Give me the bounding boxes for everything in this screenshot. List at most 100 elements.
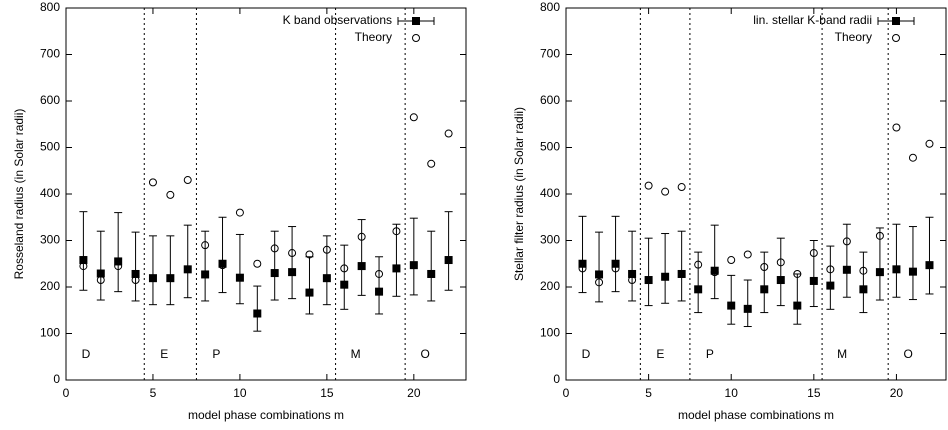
y-tick-label: 500 — [540, 140, 560, 154]
x-axis-label: model phase combinations m — [678, 408, 834, 422]
theory-marker — [727, 256, 736, 265]
region-label: O — [904, 347, 913, 361]
legend-marker — [412, 17, 420, 25]
observation-marker — [201, 270, 210, 279]
observation-marker — [148, 274, 157, 283]
observation-marker — [727, 301, 736, 310]
observation-marker — [677, 269, 686, 278]
theory-marker — [322, 245, 331, 254]
observation-marker — [908, 267, 917, 276]
observation-marker — [842, 265, 851, 274]
theory-marker — [79, 262, 88, 271]
observation-marker — [340, 280, 349, 289]
observation-marker — [305, 288, 314, 297]
y-tick-label: 100 — [40, 326, 60, 340]
legend-label: Theory — [835, 30, 872, 44]
observation-marker — [79, 256, 88, 265]
theory-marker — [148, 178, 157, 187]
observation-marker — [235, 273, 244, 282]
theory-marker — [288, 249, 297, 258]
observation-marker — [694, 285, 703, 294]
observation-marker — [218, 259, 227, 268]
observation-marker — [322, 274, 331, 283]
theory-marker — [578, 264, 587, 273]
x-tick-label: 5 — [150, 386, 157, 400]
observation-marker — [270, 269, 279, 278]
y-tick-label: 100 — [540, 326, 560, 340]
observation-marker — [925, 261, 934, 270]
y-tick-label: 300 — [540, 233, 560, 247]
region-label: M — [351, 347, 361, 361]
theory-marker — [183, 176, 192, 185]
legend-label: Theory — [355, 30, 392, 44]
theory-marker — [253, 259, 262, 268]
x-tick-label: 20 — [890, 386, 904, 400]
y-tick-label: 0 — [53, 372, 60, 386]
region-label: O — [420, 347, 429, 361]
observation-marker — [859, 285, 868, 294]
observation-marker — [892, 265, 901, 274]
theory-marker — [96, 276, 105, 285]
observation-marker — [595, 270, 604, 279]
y-tick-label: 800 — [40, 0, 60, 14]
y-tick-label: 200 — [540, 279, 560, 293]
theory-marker — [305, 250, 314, 259]
y-tick-label: 400 — [40, 186, 60, 200]
theory-marker — [375, 269, 384, 278]
theory-marker — [114, 262, 123, 271]
theory-marker — [392, 227, 401, 236]
observation-marker — [427, 269, 436, 278]
observation-marker — [357, 262, 366, 271]
plot-frame — [65, 7, 467, 381]
legend-label: lin. stellar K-band radii — [753, 13, 872, 27]
observation-marker — [743, 304, 752, 313]
theory-marker — [340, 264, 349, 273]
region-label: D — [582, 347, 591, 361]
observation-marker — [793, 301, 802, 310]
x-tick-label: 0 — [563, 386, 570, 400]
theory-marker — [809, 249, 818, 258]
theory-marker — [760, 263, 769, 272]
region-label: E — [656, 347, 664, 361]
theory-marker — [826, 265, 835, 274]
theory-marker — [131, 276, 140, 285]
observation-marker — [375, 287, 384, 296]
observation-marker — [578, 259, 587, 268]
y-tick-label: 700 — [540, 47, 560, 61]
region-label: P — [212, 347, 220, 361]
observation-marker — [114, 257, 123, 266]
x-tick-label: 10 — [725, 386, 739, 400]
y-tick-label: 600 — [40, 93, 60, 107]
x-tick-label: 20 — [407, 386, 421, 400]
observation-marker — [392, 264, 401, 273]
observation-marker — [96, 269, 105, 278]
theory-marker — [743, 250, 752, 259]
theory-marker — [444, 129, 453, 138]
theory-marker — [595, 278, 604, 287]
theory-marker — [611, 264, 620, 273]
theory-marker — [235, 208, 244, 217]
theory-marker — [427, 159, 436, 168]
x-axis-label: model phase combinations m — [188, 408, 344, 422]
theory-marker — [409, 113, 418, 122]
theory-marker — [166, 190, 175, 199]
theory-marker — [644, 181, 653, 190]
observation-marker — [288, 268, 297, 277]
region-label: D — [82, 347, 91, 361]
theory-marker — [842, 237, 851, 246]
theory-marker — [201, 241, 210, 250]
y-tick-label: 0 — [553, 372, 560, 386]
y-axis-label: Stellar filter radius (in Solar radii) — [512, 107, 526, 281]
observation-marker — [628, 269, 637, 278]
theory-marker — [859, 266, 868, 275]
legend-marker — [412, 34, 420, 42]
theory-marker — [661, 187, 670, 196]
x-tick-label: 15 — [320, 386, 334, 400]
x-tick-label: 15 — [807, 386, 821, 400]
y-tick-label: 500 — [40, 140, 60, 154]
observation-marker — [661, 272, 670, 281]
observation-marker — [166, 274, 175, 283]
theory-marker — [875, 231, 884, 240]
observation-marker — [644, 276, 653, 285]
theory-marker — [628, 276, 637, 285]
